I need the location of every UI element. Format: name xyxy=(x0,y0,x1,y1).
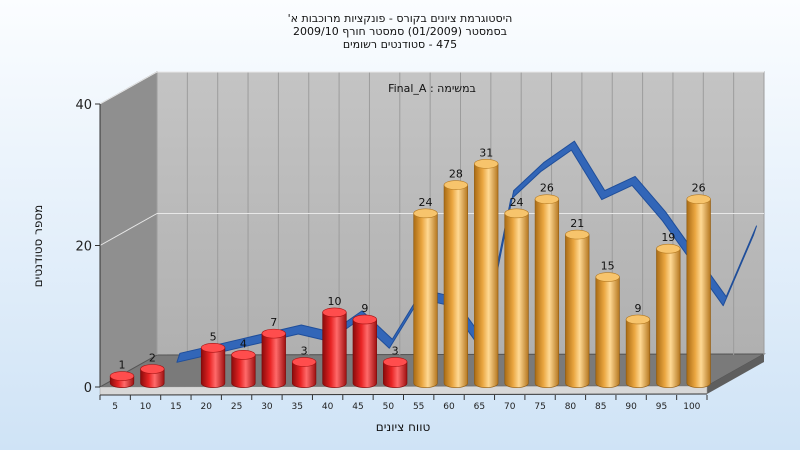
bar-top-40 xyxy=(322,307,347,318)
x-tick-label: 15 xyxy=(170,402,181,412)
x-tick-label: 85 xyxy=(595,402,606,412)
data-label-20: 5 xyxy=(210,330,217,343)
x-tick-label: 60 xyxy=(443,402,455,412)
bar-top-70 xyxy=(504,208,529,219)
floor-edge-front xyxy=(99,385,708,396)
bar-20 xyxy=(200,347,226,388)
chart-title-line-1: היסטוגרמת ציונים בקורס - פונקציות מרוכבו… xyxy=(287,12,513,25)
y-tick-label: 0 xyxy=(84,381,92,396)
data-label-10: 2 xyxy=(149,352,156,365)
x-tick-label: 20 xyxy=(200,402,212,412)
bar-65 xyxy=(474,163,499,388)
data-label-65: 31 xyxy=(479,146,493,159)
bar-70 xyxy=(504,213,529,388)
bar-80 xyxy=(565,234,590,388)
bar-top-45 xyxy=(352,314,377,325)
data-label-100: 26 xyxy=(692,182,706,195)
x-tick-label: 80 xyxy=(565,402,577,412)
data-label-60: 28 xyxy=(449,168,463,181)
chart-title-line-2: בסמסטר (01/2009) סמסטר חורף 2009/10 xyxy=(293,25,507,38)
data-label-95: 19 xyxy=(661,231,675,244)
bar-top-50 xyxy=(383,357,408,367)
bar-top-5 xyxy=(109,371,135,381)
bar-top-100 xyxy=(686,194,711,205)
plot-annotation: Final_A : במשימה xyxy=(388,82,476,95)
bar-30 xyxy=(261,333,286,388)
bar-top-25 xyxy=(231,350,256,360)
bar-100 xyxy=(686,198,711,388)
x-tick-label: 25 xyxy=(231,402,242,412)
data-label-35: 3 xyxy=(301,344,308,357)
grid-line-side xyxy=(99,213,158,246)
bar-95 xyxy=(656,248,681,388)
data-label-85: 15 xyxy=(601,260,615,273)
bar-60 xyxy=(443,184,469,388)
bar-10 xyxy=(140,368,165,388)
data-label-30: 7 xyxy=(270,316,277,329)
bar-top-80 xyxy=(565,229,590,240)
grid-line-side xyxy=(99,71,158,105)
bar-top-10 xyxy=(140,364,165,374)
x-tick-label: 95 xyxy=(656,402,667,412)
bar-top-35 xyxy=(291,357,317,367)
bar-40 xyxy=(322,312,347,388)
bar-85 xyxy=(595,276,620,388)
x-tick-label: 55 xyxy=(413,402,424,412)
x-tick-label: 30 xyxy=(261,402,273,412)
bar-50 xyxy=(383,361,408,388)
x-axis-line xyxy=(99,393,708,396)
data-label-45: 9 xyxy=(361,302,368,315)
bar-top-75 xyxy=(534,194,560,205)
bar-35 xyxy=(291,361,317,388)
y-tick-label: 20 xyxy=(75,240,92,255)
y-tick-label: 40 xyxy=(75,98,92,113)
bar-25 xyxy=(231,354,256,388)
bar-top-60 xyxy=(443,180,469,190)
x-tick-label: 40 xyxy=(322,402,334,412)
bar-45 xyxy=(352,319,377,388)
data-label-80: 21 xyxy=(570,217,584,230)
x-tick-label: 50 xyxy=(383,402,395,412)
bar-top-95 xyxy=(656,243,681,254)
bar-55 xyxy=(413,213,438,388)
bar-top-30 xyxy=(261,328,286,339)
data-label-5: 1 xyxy=(119,359,126,372)
bar-top-85 xyxy=(595,272,620,282)
data-label-50: 3 xyxy=(392,344,399,357)
bar-top-55 xyxy=(413,208,438,219)
bar-top-65 xyxy=(474,159,499,169)
x-tick-label: 75 xyxy=(534,402,545,412)
x-tick-label: 65 xyxy=(474,402,485,412)
data-label-90: 9 xyxy=(634,302,641,315)
x-tick-label: 5 xyxy=(112,402,118,412)
x-tick-label: 45 xyxy=(352,402,363,412)
floor-edge-right xyxy=(707,354,764,394)
x-axis-title: טווח ציונים xyxy=(376,420,431,434)
data-label-70: 24 xyxy=(510,196,524,209)
bar-90 xyxy=(625,319,651,388)
chart-title-line-3: 475 - סטודנטים רשומים xyxy=(342,38,458,51)
x-tick-label: 10 xyxy=(140,402,152,412)
bar-top-90 xyxy=(625,314,651,325)
data-label-55: 24 xyxy=(419,196,433,209)
bar-top-20 xyxy=(200,342,226,353)
bar-75 xyxy=(534,198,560,388)
data-label-25: 4 xyxy=(240,337,247,350)
data-label-75: 26 xyxy=(540,182,554,195)
x-tick-label: 70 xyxy=(504,402,516,412)
x-tick-label: 35 xyxy=(292,402,303,412)
x-tick-label: 90 xyxy=(625,402,637,412)
data-label-40: 10 xyxy=(327,295,341,308)
y-axis-title: מספר סטודנטים xyxy=(31,205,45,288)
x-tick-label: 100 xyxy=(683,402,700,412)
